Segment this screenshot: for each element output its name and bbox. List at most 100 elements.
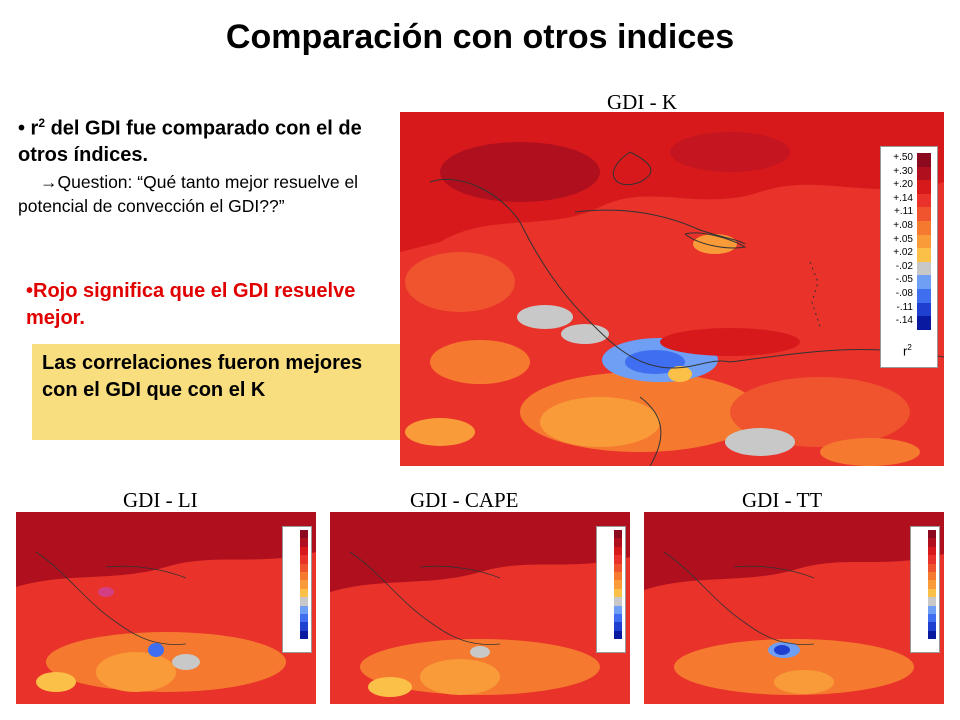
- map-gdi-k-graphic: [400, 112, 944, 466]
- map-label-cape: GDI - CAPE: [410, 488, 519, 512]
- legend-swatch: [917, 275, 931, 289]
- legend-swatch: [928, 597, 936, 606]
- legend-swatch: [300, 563, 308, 572]
- map-gdi-cape-graphic: [330, 512, 630, 704]
- legend-label: +.08: [893, 219, 913, 231]
- legend-swatch: [928, 530, 936, 539]
- legend-label: -.02: [895, 260, 913, 272]
- bullet-r2-comparison: • r2 del GDI fue comparado con el de otr…: [18, 110, 398, 168]
- legend-swatch: [300, 613, 308, 623]
- legend-swatch: [300, 630, 308, 640]
- legend-swatch: [917, 248, 931, 262]
- legend-swatch: [300, 580, 308, 589]
- legend-swatch: [300, 555, 308, 564]
- legend-swatch: [917, 316, 931, 330]
- legend-swatch: [917, 180, 931, 194]
- map-gdi-cape: [330, 512, 630, 704]
- legend-swatch: [300, 530, 308, 539]
- legend-label: -.08: [895, 287, 913, 299]
- legend-swatch: [300, 571, 308, 581]
- legend-swatch: [917, 234, 931, 249]
- legend-swatch: [614, 571, 622, 581]
- legend-swatch: [300, 605, 308, 614]
- legend-swatch: [614, 597, 622, 606]
- legend-label: +.50: [893, 152, 913, 163]
- main-legend: +.50 +.30 +.20 +.14 +.11 +.08 +.05 +.02 …: [880, 146, 938, 368]
- conclusion-callout: Las correlaciones fueron mejores con el …: [32, 344, 400, 440]
- legend-swatch: [928, 563, 936, 572]
- legend-swatch: [917, 288, 931, 303]
- legend-swatch: [928, 630, 936, 640]
- li-legend: [282, 526, 312, 653]
- legend-label: -.11: [896, 301, 914, 313]
- slide-title: Comparación con otros indices: [225, 18, 735, 56]
- legend-swatch: [928, 622, 936, 631]
- bullet-main-sup: 2: [38, 116, 46, 130]
- map-gdi-tt-graphic: [644, 512, 944, 704]
- legend-label: +.05: [893, 233, 913, 245]
- legend-swatch: [614, 605, 622, 614]
- legend-label: +.02: [893, 247, 913, 259]
- legend-swatch: [928, 605, 936, 614]
- legend-label: +.11: [894, 206, 913, 218]
- legend-swatch: [300, 622, 308, 631]
- legend-swatch: [917, 207, 931, 221]
- legend-swatch: [917, 261, 931, 276]
- bullet-main-pre: • r: [18, 117, 39, 140]
- legend-swatch: [300, 597, 308, 606]
- li-legend-swatches: [300, 530, 308, 640]
- legend-swatch: [928, 588, 936, 598]
- legend-swatch: [928, 546, 936, 556]
- legend-swatch: [917, 166, 931, 181]
- legend-swatch: [928, 613, 936, 623]
- legend-swatch: [928, 580, 936, 589]
- map-gdi-k: +.50 +.30 +.20 +.14 +.11 +.08 +.05 +.02 …: [400, 112, 944, 466]
- legend-swatch: [614, 538, 622, 547]
- main-legend-labels: +.50 +.30 +.20 +.14 +.11 +.08 +.05 +.02 …: [883, 151, 913, 328]
- legend-label: -.05: [895, 274, 913, 286]
- map-label-li: GDI - LI: [123, 488, 198, 512]
- main-map-label: GDI - K: [607, 90, 677, 114]
- legend-swatch: [614, 622, 622, 631]
- legend-swatch: [917, 220, 931, 235]
- main-legend-swatches: [917, 153, 931, 330]
- legend-swatch: [614, 555, 622, 564]
- question-body: Question: “Qué tanto mejor resuelve el p…: [18, 172, 359, 216]
- legend-swatch: [917, 193, 931, 208]
- tt-legend-swatches: [928, 530, 936, 640]
- map-gdi-tt: [644, 512, 944, 704]
- legend-swatch: [614, 588, 622, 598]
- map-gdi-li-graphic: [16, 512, 316, 704]
- red-meaning-bullet: •Rojo significa que el GDI resuelve mejo…: [26, 280, 356, 329]
- map-gdi-li: [16, 512, 316, 704]
- question-text: →Question: “Qué tanto mejor resuelve el …: [18, 170, 398, 218]
- legend-swatch: [614, 546, 622, 556]
- arrow-icon: →: [40, 172, 58, 192]
- cape-legend-swatches: [614, 530, 622, 640]
- legend-label: +.14: [893, 192, 913, 204]
- legend-swatch: [614, 580, 622, 589]
- legend-unit: r2: [903, 343, 912, 358]
- legend-swatch: [928, 571, 936, 581]
- legend-swatch: [928, 538, 936, 547]
- callout-text: Las correlaciones fueron mejores con el …: [42, 352, 363, 401]
- legend-unit-r: r: [903, 343, 908, 359]
- legend-swatch: [917, 153, 931, 167]
- legend-swatch: [614, 630, 622, 640]
- legend-unit-sup: 2: [907, 343, 912, 352]
- legend-swatch: [300, 588, 308, 598]
- legend-swatch: [614, 613, 622, 623]
- legend-swatch: [917, 302, 931, 317]
- legend-swatch: [300, 546, 308, 556]
- legend-swatch: [300, 538, 308, 547]
- legend-label: +.20: [893, 179, 913, 191]
- map-label-tt: GDI - TT: [742, 488, 823, 512]
- legend-label: +.30: [893, 165, 913, 177]
- cape-legend: [596, 526, 626, 653]
- bullet-main-post: del GDI fue comparado con el de otros ín…: [18, 117, 362, 166]
- legend-swatch: [928, 555, 936, 564]
- tt-legend: [910, 526, 940, 653]
- legend-swatch: [614, 563, 622, 572]
- legend-swatch: [614, 530, 622, 539]
- legend-label: -.14: [895, 315, 913, 327]
